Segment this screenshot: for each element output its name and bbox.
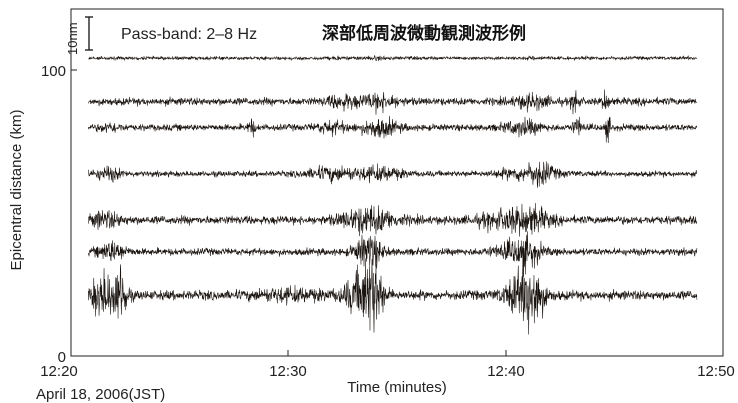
scale-bar-label: 10nm <box>65 22 80 55</box>
y-axis-label: Epicentral distance (km) <box>8 110 25 271</box>
y-tick-label-100: 100 <box>41 63 66 80</box>
x-tick-label-3: 12:40 <box>487 363 525 380</box>
trace-3 <box>88 115 698 143</box>
waveform-traces <box>88 55 698 335</box>
trace-7 <box>88 258 698 335</box>
y-tick-label-0: 0 <box>58 349 66 366</box>
x-tick-label-1: 12:20 <box>40 363 78 380</box>
chart-title: 深部低周波微動観測波形例 <box>322 23 526 44</box>
trace-1 <box>88 55 698 62</box>
trace-4 <box>88 161 698 188</box>
x-tick-label-2: 12:30 <box>269 363 307 380</box>
trace-2 <box>88 89 698 115</box>
plot-frame <box>70 8 724 357</box>
date-label: April 18, 2006(JST) <box>36 386 165 403</box>
trace-6 <box>88 231 698 277</box>
passband-label: Pass-band: 2–8 Hz <box>121 26 257 43</box>
trace-5 <box>88 202 698 237</box>
x-tick-label-4: 12:50 <box>697 363 735 380</box>
x-axis-label: Time (minutes) <box>347 379 446 396</box>
